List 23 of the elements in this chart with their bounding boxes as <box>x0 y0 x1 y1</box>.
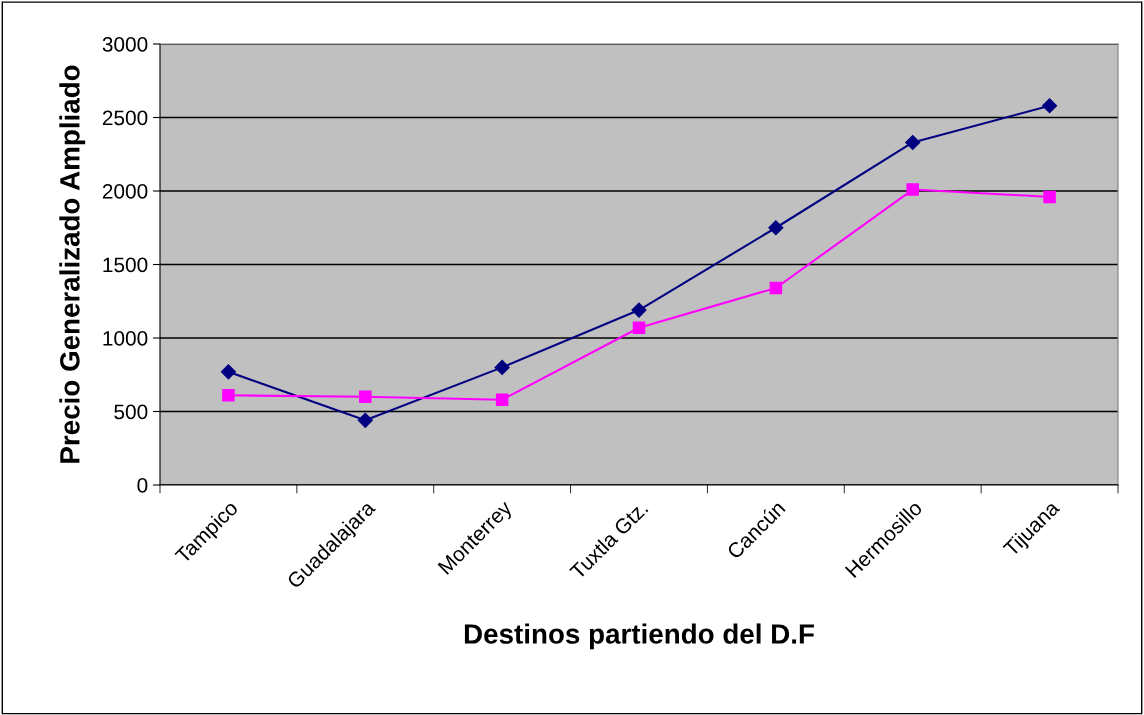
y-tick-label: 0 <box>137 478 148 493</box>
point <box>632 321 646 334</box>
y-tick-label: 3000 <box>102 37 148 52</box>
point <box>769 281 783 295</box>
point <box>906 183 919 196</box>
point <box>631 302 647 318</box>
y-axis-title: Precio Generalizado Ampliado <box>59 65 86 463</box>
y-tick-label: 2500 <box>102 110 148 126</box>
point <box>222 389 235 402</box>
x-axis-title: Destinos partiendo del D.F <box>464 623 814 650</box>
point <box>1043 190 1056 204</box>
point <box>1042 98 1058 114</box>
point <box>359 390 372 404</box>
point <box>495 393 509 406</box>
point <box>905 134 921 151</box>
y-tick-label: 1000 <box>103 331 148 346</box>
point <box>357 412 373 428</box>
point <box>220 364 236 380</box>
y-tick-label: 1500 <box>103 257 148 273</box>
point <box>494 359 510 375</box>
y-tick-label: 2000 <box>102 184 148 199</box>
point <box>768 220 784 236</box>
y-tick-label: 500 <box>114 404 148 420</box>
